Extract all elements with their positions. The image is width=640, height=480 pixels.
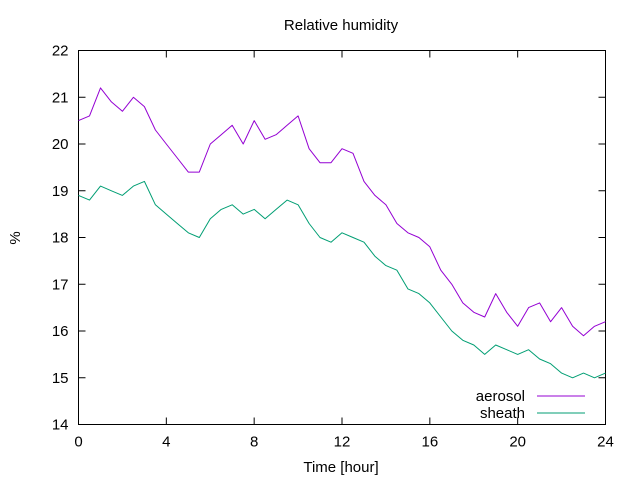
x-tick-label: 24 [597, 434, 614, 451]
y-tick-label: 21 [52, 89, 69, 106]
y-tick-label: 18 [52, 230, 69, 247]
y-tick-label: 14 [52, 417, 69, 434]
y-axis: 14 15 16 17 18 19 20 21 22 [52, 43, 606, 434]
x-axis-label: Time [hour] [303, 459, 378, 476]
legend-label-sheath: sheath [480, 405, 525, 422]
y-tick-label: 16 [52, 323, 69, 340]
x-tick-label: 8 [250, 434, 258, 451]
y-tick-label: 20 [52, 136, 69, 153]
y-axis-label: % [7, 231, 24, 244]
x-tick-label: 16 [421, 434, 438, 451]
legend-label-aerosol: aerosol [476, 388, 525, 405]
x-tick-label: 12 [334, 434, 351, 451]
series-line-aerosol [78, 87, 606, 337]
x-tick-label: 0 [74, 434, 82, 451]
chart-title: Relative humidity [284, 17, 399, 34]
series-layer [78, 87, 606, 379]
y-tick-label: 15 [52, 370, 69, 387]
x-tick-label: 4 [162, 434, 170, 451]
plot-frame [78, 50, 606, 425]
y-tick-label: 17 [52, 276, 69, 293]
y-tick-label: 19 [52, 183, 69, 200]
series-line-sheath [78, 180, 606, 379]
x-tick-label: 20 [509, 434, 526, 451]
y-tick-label: 22 [52, 43, 69, 60]
x-axis: 0 4 8 12 16 20 24 [74, 50, 614, 451]
